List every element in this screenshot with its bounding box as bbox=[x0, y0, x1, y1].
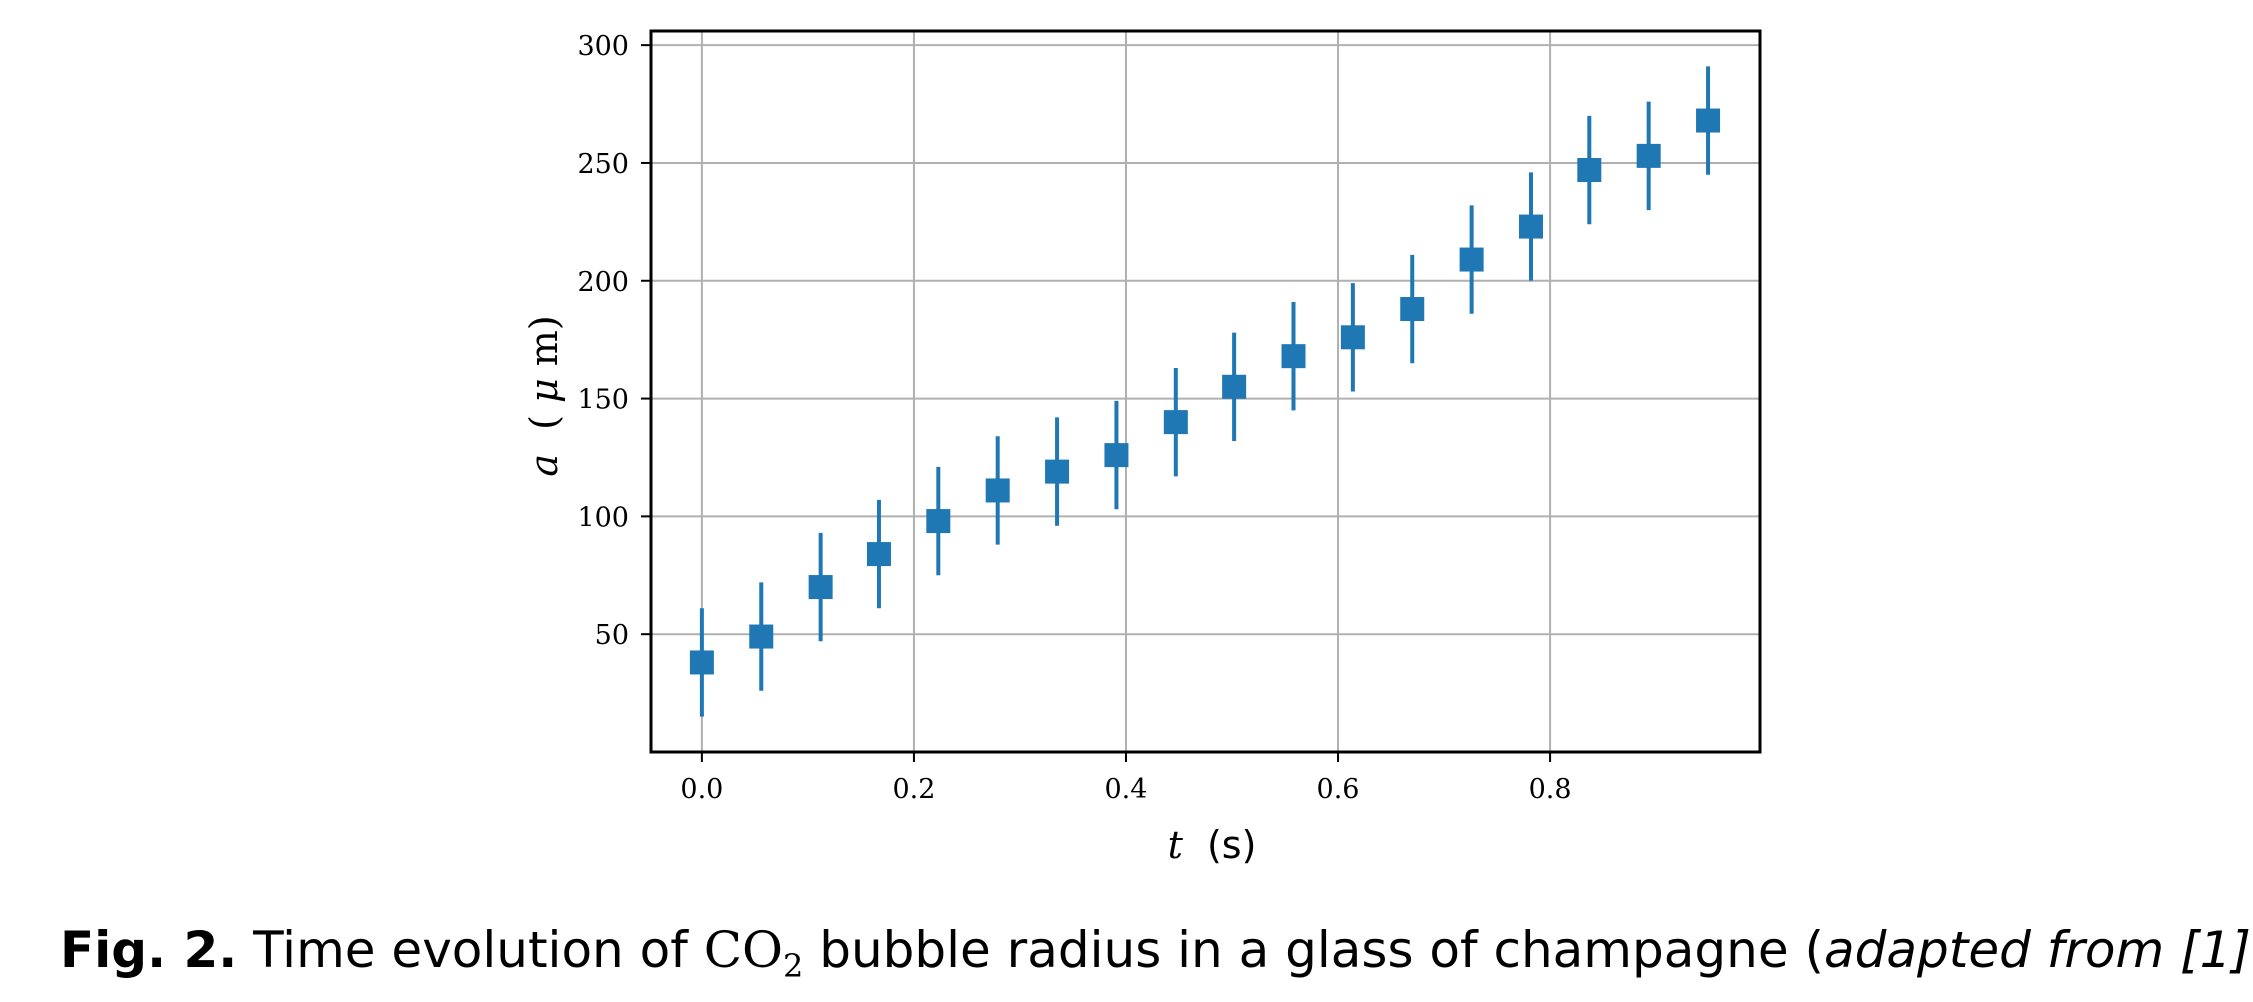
data-point bbox=[1163, 410, 1188, 435]
y-axis-label-mu: μ bbox=[522, 378, 566, 403]
x-ticks: 0.0 0.2 0.4 0.6 0.8 bbox=[680, 752, 1572, 805]
x-tick-label: 0.0 bbox=[680, 774, 723, 805]
data-point bbox=[985, 478, 1010, 503]
caption-text-before: Time evolution of bbox=[237, 921, 704, 979]
data-point bbox=[1281, 344, 1306, 369]
data-point bbox=[1222, 374, 1247, 399]
data-point bbox=[1104, 443, 1129, 468]
co2-formula: CO2 bbox=[703, 921, 804, 982]
x-tick-label: 0.8 bbox=[1529, 774, 1572, 805]
x-tick-label: 0.6 bbox=[1317, 774, 1360, 805]
y-tick-label: 150 bbox=[577, 385, 629, 416]
y-ticks: 50 100 150 200 250 300 bbox=[577, 31, 651, 651]
grid bbox=[651, 31, 1760, 752]
figure-caption: Fig. 2. Time evolution of CO2 bubble rad… bbox=[60, 915, 2253, 985]
y-axis-label-variable: a bbox=[522, 454, 566, 477]
y-axis-label-open: ( bbox=[522, 415, 566, 430]
x-axis-label-unit: (s) bbox=[1207, 823, 1256, 867]
data-point bbox=[1400, 297, 1425, 322]
data-point bbox=[749, 624, 774, 649]
co2-subscript: 2 bbox=[782, 947, 804, 985]
data-point bbox=[866, 542, 891, 567]
x-axis-label-variable: t bbox=[1168, 823, 1184, 867]
caption-text-after: bubble radius in a glass of champagne ( bbox=[803, 921, 1824, 979]
caption-closing: ). bbox=[2251, 921, 2253, 979]
data-point bbox=[1340, 325, 1365, 350]
y-tick-label: 200 bbox=[577, 267, 629, 298]
x-tick-label: 0.4 bbox=[1105, 774, 1148, 805]
figure-label: Fig. 2. bbox=[60, 921, 238, 979]
data-point bbox=[1636, 143, 1661, 168]
y-tick-label: 250 bbox=[577, 149, 629, 180]
data-point bbox=[926, 509, 951, 534]
figure: 0.0 0.2 0.4 0.6 0.8 50 100 150 200 250 300 t (s) … bbox=[522, 29, 1762, 867]
x-tick-label: 0.2 bbox=[892, 774, 935, 805]
data-point bbox=[1696, 108, 1721, 133]
caption-source: adapted from [1] bbox=[1823, 921, 2251, 979]
y-tick-label: 300 bbox=[577, 31, 629, 62]
data-point bbox=[1459, 247, 1484, 272]
plot-frame bbox=[649, 29, 1762, 754]
co2-main: CO bbox=[703, 921, 783, 979]
y-axis-label-unit: m) bbox=[522, 315, 566, 366]
y-axis-label: a ( μ m) bbox=[522, 315, 566, 476]
y-tick-label: 50 bbox=[595, 620, 629, 651]
data-point bbox=[1518, 214, 1543, 239]
data-point bbox=[1045, 459, 1070, 484]
data-point bbox=[689, 650, 714, 675]
x-axis-label: t (s) bbox=[1168, 823, 1257, 867]
data-point bbox=[808, 575, 833, 600]
y-tick-label: 100 bbox=[577, 502, 629, 533]
data-markers bbox=[689, 108, 1721, 675]
data-point bbox=[1577, 158, 1602, 183]
